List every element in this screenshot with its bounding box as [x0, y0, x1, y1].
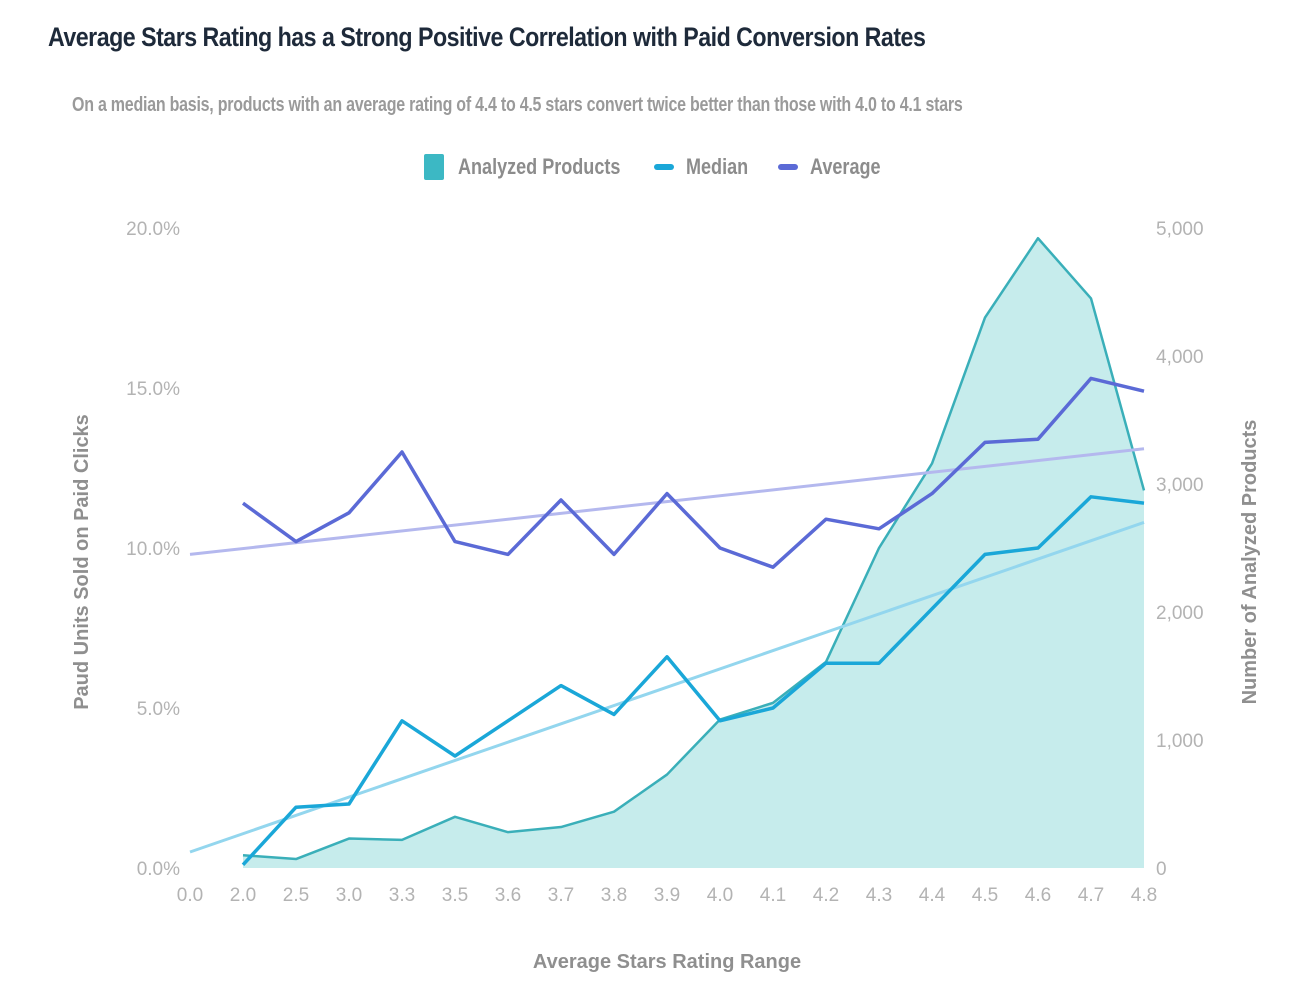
x-tick-label: 4.5 — [972, 885, 998, 906]
y2-tick-label: 3,000 — [1156, 475, 1204, 496]
y-axis-title: Paud Units Sold on Paid Clicks — [71, 414, 93, 710]
line-layer — [241, 376, 1145, 866]
x-tick-label: 4.4 — [919, 885, 946, 906]
y-axis-right: 0 1,000 2,000 3,000 4,000 5,000 — [1156, 219, 1204, 880]
y-tick-label: 20.0% — [126, 219, 180, 240]
y2-tick-label: 5,000 — [1156, 219, 1204, 240]
x-tick-label: 0.0 — [177, 885, 203, 906]
legend-swatch-average — [777, 164, 798, 170]
y2-tick-label: 2,000 — [1156, 603, 1204, 624]
x-tick-label: 3.6 — [495, 885, 521, 906]
legend-item-median[interactable]: Median — [654, 154, 762, 180]
y-tick-label: 15.0% — [126, 379, 180, 400]
x-tick-label: 3.5 — [442, 885, 468, 906]
x-tick-label: 2.0 — [230, 885, 256, 906]
average-line — [241, 376, 1145, 569]
x-tick-label: 3.9 — [654, 885, 680, 906]
area-layer — [242, 236, 1146, 869]
x-tick-label: 4.7 — [1078, 885, 1104, 906]
x-tick-label: 3.3 — [389, 885, 415, 906]
y-tick-label: 5.0% — [137, 699, 180, 720]
x-tick-label: 3.8 — [601, 885, 627, 906]
x-axis: 0.0 2.0 2.5 3.0 3.3 3.5 3.6 3.7 3.8 3.9 4.0 4.1 4.2 4… — [177, 885, 1157, 906]
legend: Analyzed Products Median Average — [424, 154, 922, 180]
legend-swatch-analyzed-products — [424, 154, 444, 180]
y-tick-label: 0.0% — [137, 859, 180, 880]
x-tick-label: 4.2 — [813, 885, 839, 906]
legend-item-analyzed-products[interactable]: Analyzed Products — [424, 154, 656, 180]
y-tick-label: 10.0% — [126, 539, 180, 560]
y-axis-left: 0.0% 5.0% 10.0% 15.0% 20.0% — [126, 219, 180, 880]
chart-title: Average Stars Rating has a Strong Positi… — [48, 22, 926, 52]
x-tick-label: 4.6 — [1025, 885, 1051, 906]
trendline-layer — [189, 447, 1145, 854]
y2-tick-label: 1,000 — [1156, 731, 1204, 752]
legend-label: Analyzed Products — [458, 154, 621, 179]
x-tick-label: 2.5 — [283, 885, 309, 906]
analyzed-products-area-fill — [243, 238, 1144, 869]
x-tick-label: 4.0 — [707, 885, 733, 906]
legend-label: Average — [809, 154, 881, 179]
chart-subtitle: On a median basis, products with an aver… — [72, 94, 963, 116]
y2-tick-label: 0 — [1156, 859, 1167, 880]
legend-label: Median — [686, 154, 749, 179]
analyzed-products-area-line — [242, 236, 1146, 861]
legend-item-average[interactable]: Average — [777, 154, 896, 180]
median-trend-line — [189, 520, 1145, 854]
x-tick-label: 4.8 — [1131, 885, 1157, 906]
y2-tick-label: 4,000 — [1156, 347, 1204, 368]
median-line — [241, 495, 1145, 866]
average-trend-line — [189, 447, 1145, 556]
x-tick-label: 3.0 — [336, 885, 362, 906]
legend-swatch-median — [654, 164, 675, 170]
x-tick-label: 3.7 — [548, 885, 574, 906]
x-axis-title: Average Stars Rating Range — [533, 951, 801, 973]
x-tick-label: 4.1 — [760, 885, 786, 906]
x-tick-label: 4.3 — [866, 885, 892, 906]
y2-axis-title: Number of Analyzed Products — [1239, 420, 1261, 705]
